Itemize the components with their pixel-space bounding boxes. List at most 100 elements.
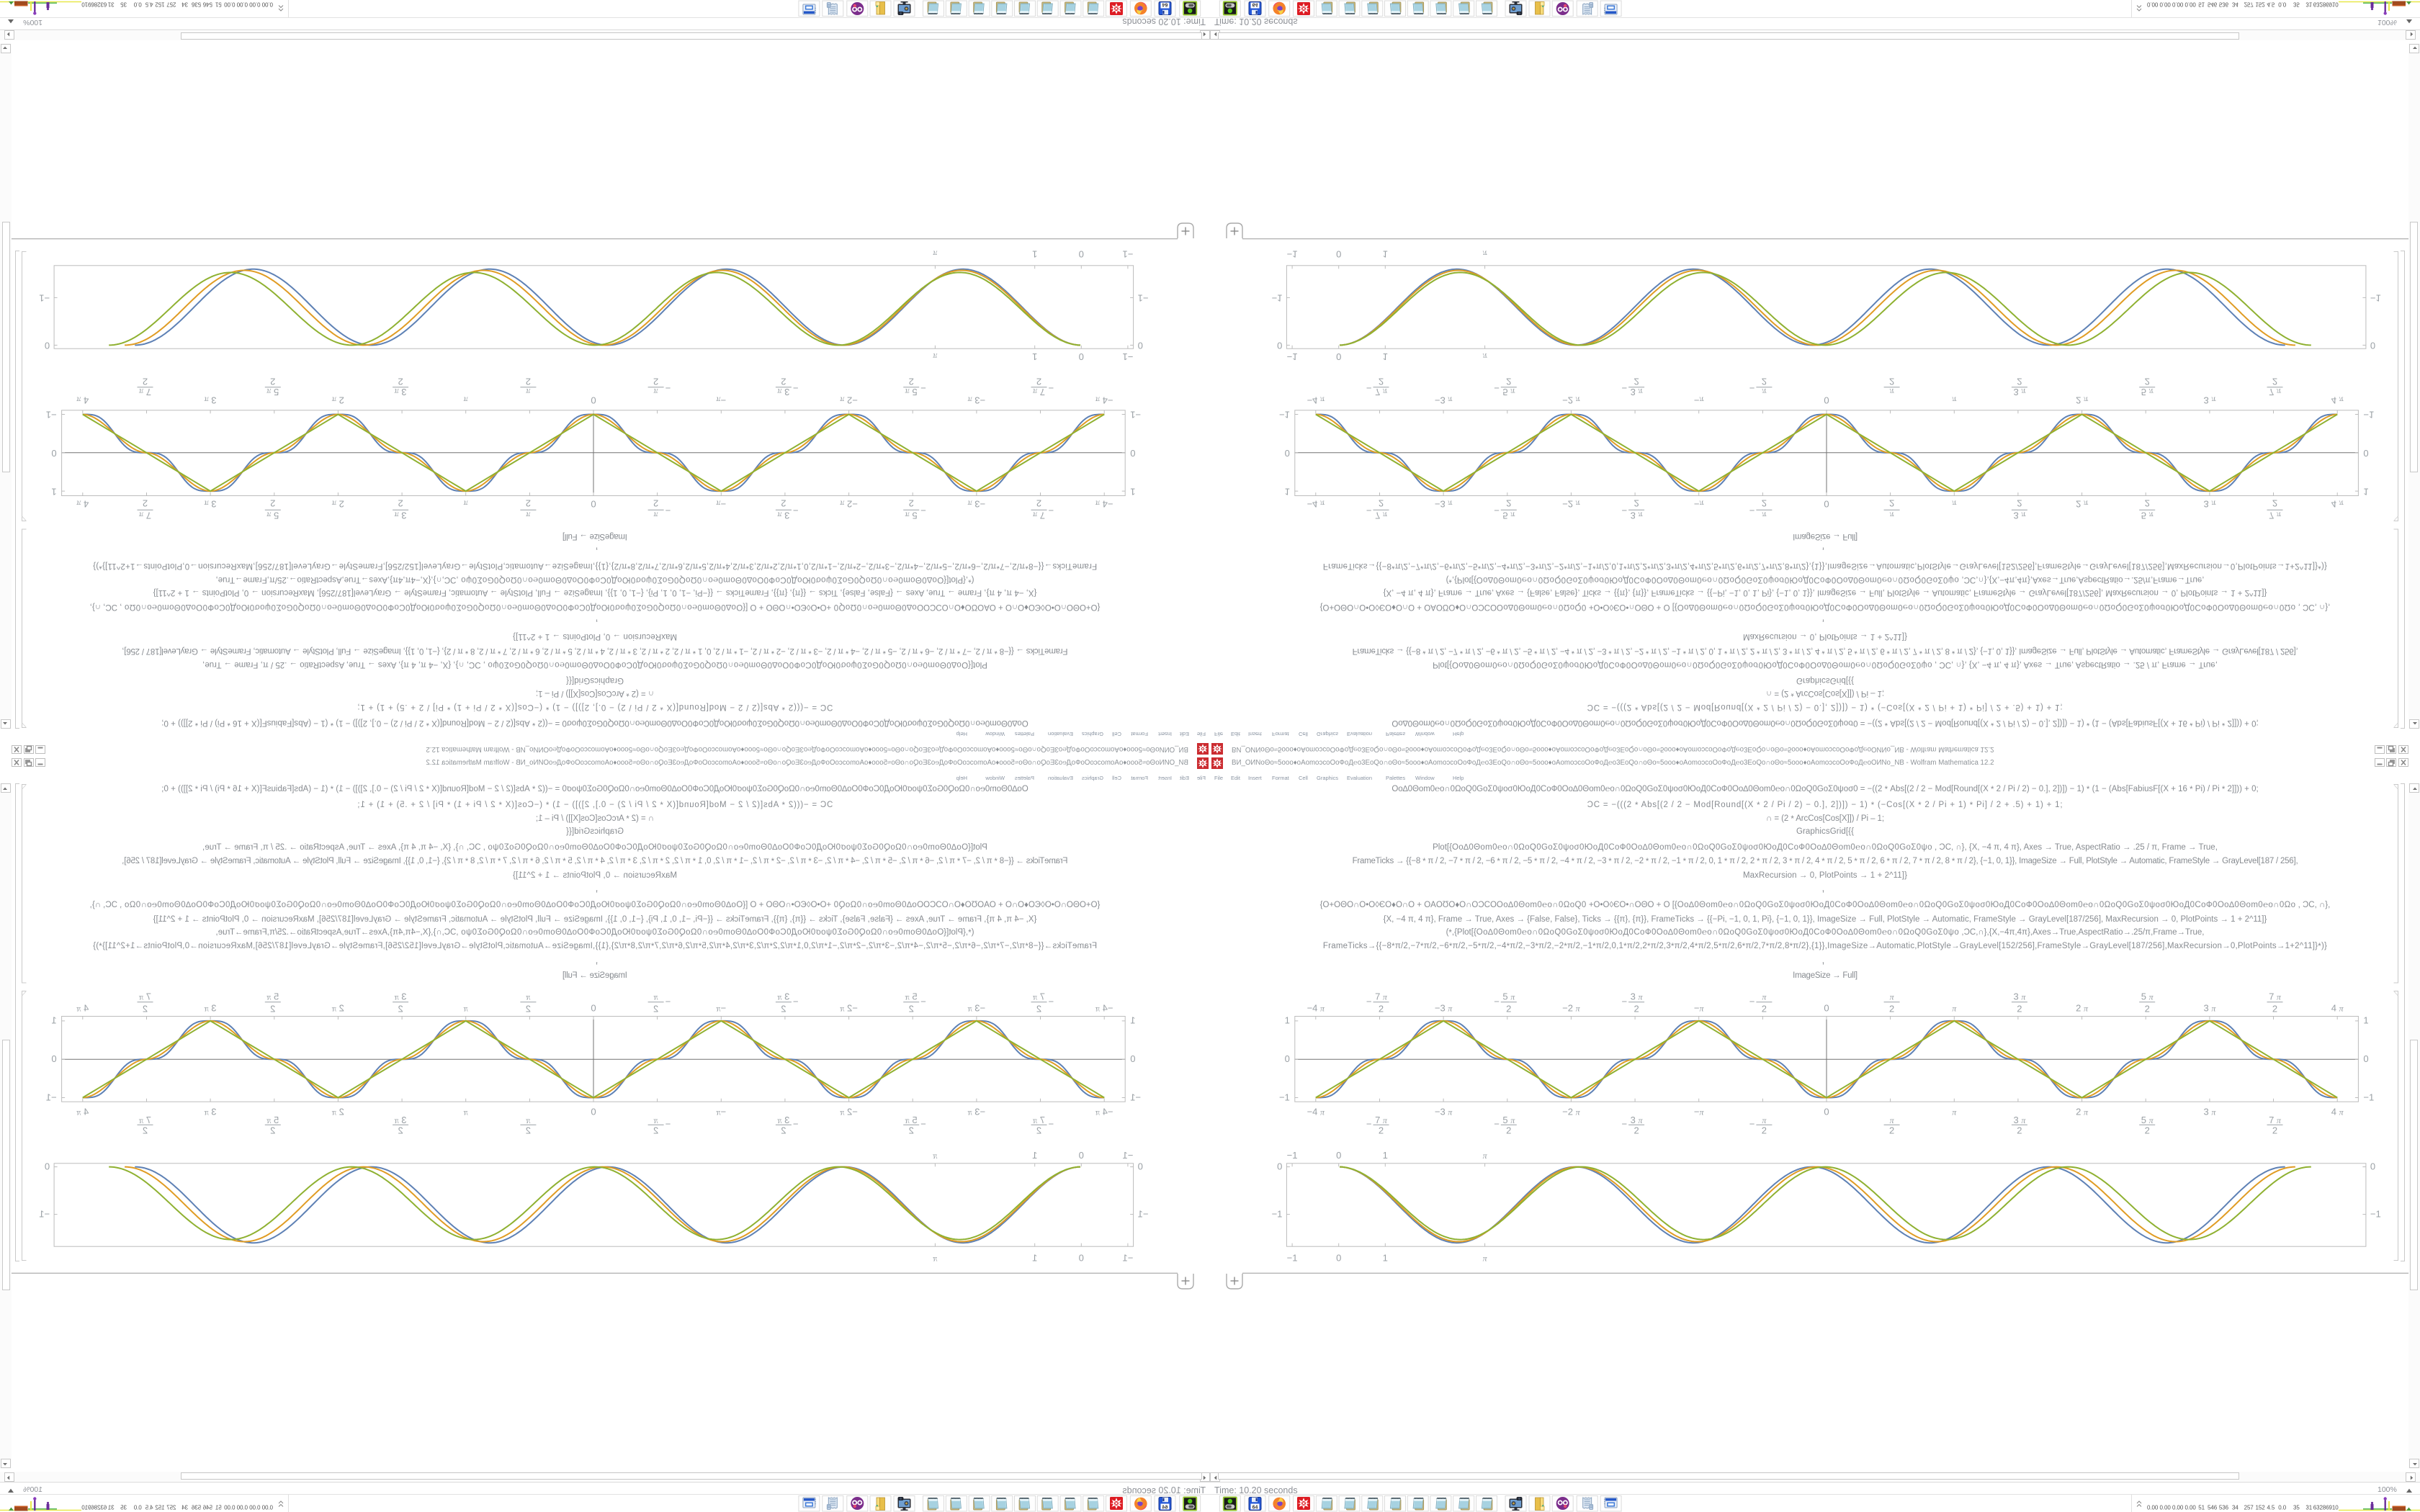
svg-text:−: − bbox=[1049, 996, 1054, 1007]
svg-text:2: 2 bbox=[1634, 377, 1639, 387]
svg-text:−3 π: −3 π bbox=[1435, 395, 1453, 406]
svg-text:−: − bbox=[1049, 1119, 1054, 1130]
svg-text:−π: −π bbox=[716, 395, 727, 406]
svg-text:−1: −1 bbox=[1272, 1208, 1283, 1219]
svg-text:π: π bbox=[463, 395, 468, 405]
svg-text:π: π bbox=[653, 387, 658, 397]
svg-text:64: 64 bbox=[1162, 2, 1168, 7]
svg-text:−: − bbox=[1749, 382, 1755, 393]
svg-text:3 π: 3 π bbox=[2013, 991, 2026, 1002]
svg-text:2: 2 bbox=[653, 377, 658, 387]
svg-text:2: 2 bbox=[1379, 498, 1384, 509]
svg-text:−1: −1 bbox=[1138, 293, 1149, 304]
svg-text:0.00: 0.00 bbox=[2160, 1505, 2172, 1511]
svg-text:5 π: 5 π bbox=[2141, 387, 2154, 397]
svg-text:5 π: 5 π bbox=[905, 510, 918, 521]
svg-text:2: 2 bbox=[1634, 498, 1639, 509]
svg-text:0: 0 bbox=[1130, 448, 1135, 459]
svg-text:1: 1 bbox=[1285, 1015, 1290, 1026]
svg-text:−3 π: −3 π bbox=[1435, 1003, 1453, 1014]
svg-text:2: 2 bbox=[1889, 1125, 1894, 1136]
svg-text:1: 1 bbox=[1032, 351, 1037, 362]
svg-text:0.00: 0.00 bbox=[236, 1, 248, 8]
svg-text:−: − bbox=[793, 382, 799, 393]
svg-text:0: 0 bbox=[591, 499, 596, 510]
svg-text:63286910: 63286910 bbox=[2313, 1, 2339, 8]
svg-text:0.00: 0.00 bbox=[261, 1505, 273, 1511]
svg-text:π: π bbox=[525, 1115, 530, 1125]
svg-text:257: 257 bbox=[2244, 1505, 2254, 1511]
svg-text:π: π bbox=[525, 992, 530, 1002]
svg-text:−1: −1 bbox=[1287, 1253, 1298, 1264]
svg-text:2: 2 bbox=[526, 1004, 531, 1014]
svg-text:4 π: 4 π bbox=[2331, 499, 2344, 510]
svg-text:4.5: 4.5 bbox=[2267, 1, 2275, 8]
svg-text:31: 31 bbox=[2305, 1505, 2312, 1511]
svg-text:2 π: 2 π bbox=[331, 1003, 344, 1014]
svg-text:π: π bbox=[932, 351, 937, 361]
svg-text:−2 π: −2 π bbox=[1562, 395, 1580, 406]
svg-text:π: π bbox=[1890, 387, 1895, 397]
svg-text:3 π: 3 π bbox=[776, 510, 789, 521]
svg-text:1: 1 bbox=[1383, 249, 1388, 260]
svg-text:−2 π: −2 π bbox=[839, 499, 857, 510]
svg-text:4.5: 4.5 bbox=[145, 1, 153, 8]
svg-text:0: 0 bbox=[1824, 1107, 1829, 1117]
svg-text:2 π: 2 π bbox=[2076, 395, 2089, 406]
svg-text:35: 35 bbox=[120, 1505, 127, 1511]
svg-text:1: 1 bbox=[51, 1015, 56, 1026]
svg-text:π: π bbox=[463, 1107, 468, 1117]
svg-text:546: 546 bbox=[2208, 1505, 2218, 1511]
svg-text:−π: −π bbox=[716, 1107, 727, 1117]
svg-text:7 π: 7 π bbox=[1375, 1115, 1388, 1125]
svg-text:7 π: 7 π bbox=[2269, 510, 2282, 521]
svg-text:−: − bbox=[1749, 996, 1755, 1007]
svg-text:7 π: 7 π bbox=[138, 1115, 151, 1125]
svg-text:0.00: 0.00 bbox=[2185, 1505, 2197, 1511]
svg-text:2: 2 bbox=[781, 1125, 786, 1136]
svg-text:2: 2 bbox=[781, 1004, 786, 1014]
svg-text:3 π: 3 π bbox=[394, 991, 407, 1002]
svg-text:−π: −π bbox=[716, 1003, 727, 1014]
svg-text:3 π: 3 π bbox=[394, 510, 407, 521]
svg-text:2: 2 bbox=[653, 1004, 658, 1014]
svg-text:−: − bbox=[920, 996, 926, 1007]
svg-text:5 π: 5 π bbox=[266, 1115, 279, 1125]
svg-text:−1: −1 bbox=[2370, 1208, 2381, 1219]
svg-text:0.00: 0.00 bbox=[249, 1, 261, 8]
svg-text:2: 2 bbox=[1506, 1125, 1511, 1136]
svg-text:35: 35 bbox=[120, 1, 127, 8]
svg-text:257: 257 bbox=[166, 1505, 176, 1511]
svg-text:152: 152 bbox=[2256, 1, 2266, 8]
svg-text:536: 536 bbox=[2219, 1, 2229, 8]
svg-text:152: 152 bbox=[155, 1, 165, 8]
svg-text:−1: −1 bbox=[2370, 293, 2381, 304]
svg-text:7 π: 7 π bbox=[1032, 1115, 1045, 1125]
svg-text:0.00: 0.00 bbox=[249, 1505, 261, 1511]
svg-text:51: 51 bbox=[2198, 1, 2205, 8]
svg-text:π: π bbox=[1762, 1115, 1767, 1125]
svg-text:−2 π: −2 π bbox=[839, 1107, 857, 1117]
svg-text:1: 1 bbox=[1032, 249, 1037, 260]
svg-text:−3 π: −3 π bbox=[967, 395, 985, 406]
svg-text:2: 2 bbox=[270, 1125, 275, 1136]
svg-text:0.0: 0.0 bbox=[2278, 1505, 2286, 1511]
svg-text:2: 2 bbox=[270, 1004, 275, 1014]
svg-text:−4 π: −4 π bbox=[1307, 1107, 1325, 1117]
svg-text:π: π bbox=[932, 1254, 937, 1264]
svg-text:3 π: 3 π bbox=[204, 395, 217, 406]
svg-text:0.00: 0.00 bbox=[2160, 1, 2172, 8]
svg-text:1: 1 bbox=[1130, 1015, 1135, 1026]
svg-text:0: 0 bbox=[1336, 1150, 1341, 1161]
svg-text:3 π: 3 π bbox=[2203, 1107, 2216, 1117]
svg-text:0.00: 0.00 bbox=[2147, 1, 2159, 8]
svg-text:5 π: 5 π bbox=[266, 510, 279, 521]
svg-text:−2 π: −2 π bbox=[839, 1003, 857, 1014]
svg-text:2 π: 2 π bbox=[2076, 1107, 2089, 1117]
svg-text:−4 π: −4 π bbox=[1307, 1003, 1325, 1014]
svg-text:34: 34 bbox=[182, 1505, 188, 1511]
svg-text:0: 0 bbox=[2363, 1053, 2368, 1064]
svg-text:3 π: 3 π bbox=[394, 387, 407, 397]
svg-text:5 π: 5 π bbox=[1502, 991, 1515, 1002]
svg-text:7 π: 7 π bbox=[1375, 387, 1388, 397]
